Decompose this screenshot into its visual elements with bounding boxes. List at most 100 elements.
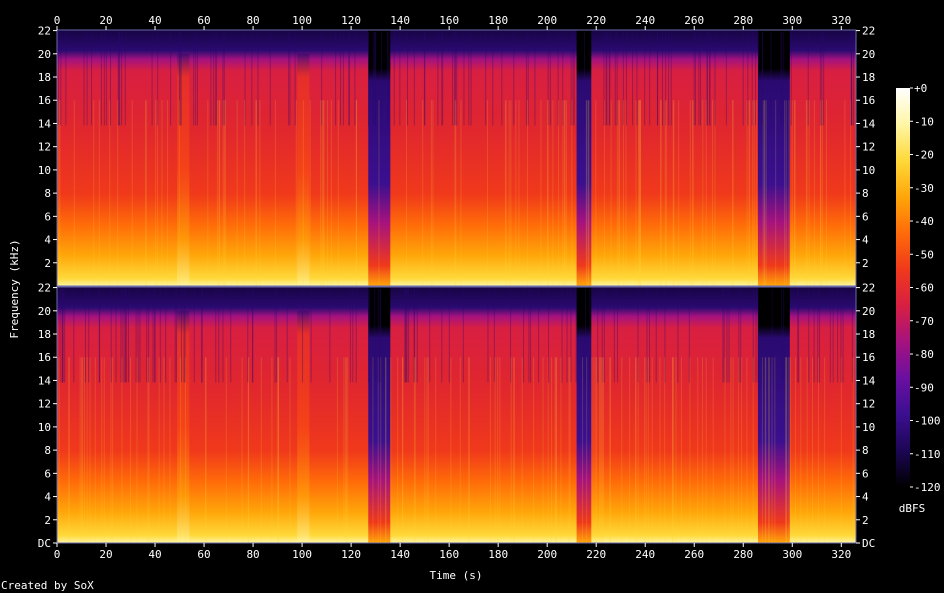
streak <box>605 32 607 126</box>
streak <box>244 100 246 287</box>
credit-text: Created by SoX <box>1 579 94 592</box>
streak <box>406 100 408 287</box>
streak <box>698 32 700 126</box>
streak <box>691 100 693 287</box>
streak <box>354 32 356 126</box>
streak <box>374 289 376 383</box>
streak <box>178 100 180 287</box>
bright-segment <box>177 310 190 543</box>
streak <box>205 357 207 543</box>
y-axis-label: Frequency (kHz) <box>8 239 21 338</box>
streak <box>571 100 573 287</box>
colorbar-tick-label: -80 <box>914 348 934 361</box>
streak <box>609 32 611 126</box>
streak <box>271 357 273 543</box>
streak <box>406 289 408 383</box>
streak <box>175 289 177 383</box>
streak <box>755 100 757 287</box>
x-tick-label-top: 60 <box>197 14 210 27</box>
streak <box>413 357 415 543</box>
x-tick-label-bottom: 240 <box>635 548 655 561</box>
streak <box>485 32 487 126</box>
x-tick-label-top: 240 <box>635 14 655 27</box>
streak <box>64 289 66 383</box>
streak <box>448 289 450 383</box>
streak <box>126 289 128 383</box>
streak <box>455 100 457 287</box>
streak <box>724 357 726 543</box>
colorbar-tick-label: -20 <box>914 149 934 162</box>
streak <box>660 100 662 287</box>
streak <box>771 289 773 383</box>
streak <box>793 100 795 287</box>
y-tick-label-left: 10 <box>38 421 51 434</box>
streak <box>83 32 85 126</box>
streak <box>621 357 623 543</box>
streak <box>638 100 640 287</box>
streak <box>625 100 627 287</box>
colorbar-tick-label: -60 <box>914 282 934 295</box>
streak <box>794 357 796 543</box>
streak <box>402 357 404 543</box>
streak <box>566 289 568 383</box>
streak <box>806 357 808 543</box>
colorbar-label: dBFS <box>899 502 926 515</box>
streak <box>163 357 165 543</box>
streak <box>157 32 159 126</box>
streak <box>492 32 494 126</box>
streak <box>813 100 815 287</box>
streak <box>693 32 695 126</box>
streak <box>330 100 332 287</box>
streak <box>761 32 763 126</box>
streak <box>424 32 426 126</box>
streak <box>609 357 611 543</box>
x-tick-label-bottom: 120 <box>341 548 361 561</box>
streak <box>195 32 197 126</box>
y-tick-label-right: 12 <box>862 141 875 154</box>
streak <box>269 32 271 126</box>
streak <box>583 32 585 126</box>
streak <box>563 100 565 287</box>
streak <box>374 32 376 126</box>
streak <box>58 357 60 543</box>
streak <box>124 32 126 126</box>
streak <box>183 289 185 383</box>
streak <box>256 100 258 287</box>
streak <box>565 100 567 287</box>
streak <box>780 32 782 126</box>
streak <box>768 357 770 543</box>
streak <box>558 100 560 287</box>
colorbar-tick-label: -30 <box>914 182 934 195</box>
streak <box>820 100 822 287</box>
streak <box>302 289 304 383</box>
streak <box>714 100 716 287</box>
x-tick-label-top: 320 <box>831 14 851 27</box>
streak <box>377 289 379 383</box>
streak <box>562 100 564 287</box>
streak <box>65 32 67 126</box>
streak <box>429 289 431 383</box>
streak <box>644 32 646 126</box>
streak <box>508 100 510 287</box>
x-tick-label-bottom: 260 <box>684 548 704 561</box>
streak <box>616 100 618 287</box>
streak <box>850 32 852 126</box>
quiet-segment <box>757 287 790 543</box>
streak <box>818 357 820 543</box>
streak <box>755 289 757 383</box>
y-tick-label-left: 12 <box>38 398 51 411</box>
streak <box>561 289 563 383</box>
streak <box>294 32 296 126</box>
streak <box>151 32 153 126</box>
streak <box>413 32 415 126</box>
streak <box>783 32 785 126</box>
x-tick-label-bottom: 100 <box>292 548 312 561</box>
streak <box>840 357 842 543</box>
streak <box>136 357 138 543</box>
y-tick-label-right: 14 <box>862 374 876 387</box>
streak <box>568 357 570 543</box>
streak <box>672 357 674 543</box>
streak <box>635 357 637 543</box>
streak <box>248 357 250 543</box>
x-tick-label-bottom: 200 <box>537 548 557 561</box>
